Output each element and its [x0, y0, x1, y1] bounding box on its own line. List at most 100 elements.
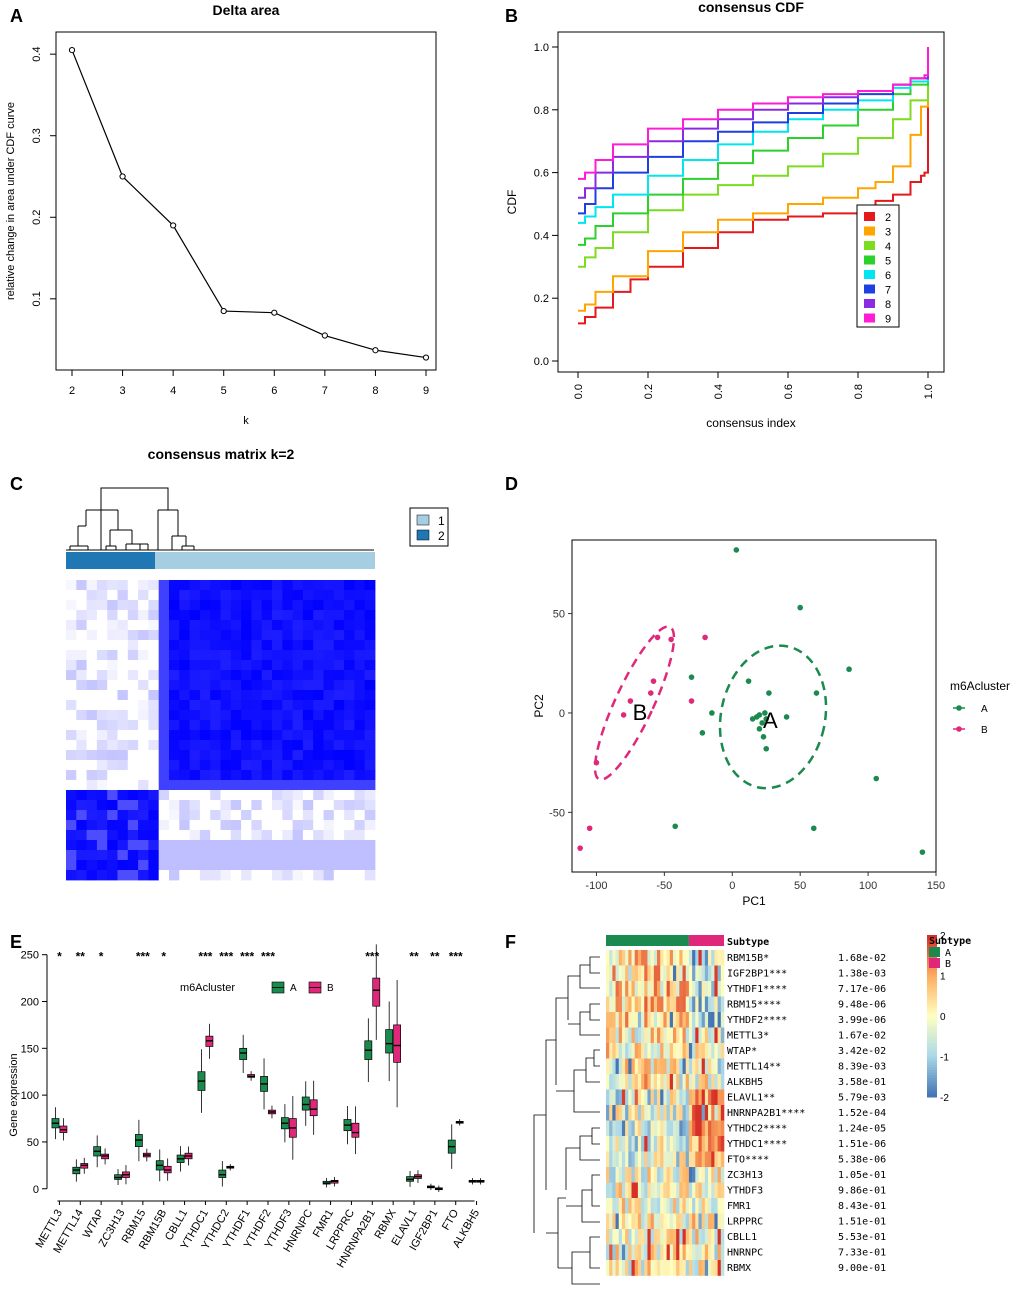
- consensus-cell-c: [272, 680, 283, 691]
- consensus-cell-c: [344, 820, 355, 831]
- heatmap-cell-f: [650, 965, 655, 982]
- heatmap-cell-f: [682, 1244, 687, 1261]
- heatmap-cell-f: [685, 1213, 690, 1230]
- heatmap-cell-f: [641, 981, 645, 997]
- consensus-cell-c: [354, 860, 366, 871]
- consensus-cell-c: [323, 680, 335, 691]
- consensus-cell-c: [210, 680, 221, 691]
- heatmap-cell-f: [657, 981, 661, 997]
- consensus-cell-c: [302, 690, 314, 701]
- heatmap-cell-f: [618, 1027, 623, 1044]
- consensus-cell-c: [272, 800, 283, 811]
- consensus-cell-c: [241, 850, 252, 861]
- consensus-cell-c: [86, 620, 98, 631]
- y-tick-label-b: 0.6: [534, 168, 549, 180]
- consensus-cell-c: [323, 600, 335, 611]
- significance-label-e: ***: [219, 950, 233, 964]
- significance-label-e: ***: [136, 950, 150, 964]
- heatmap-cell-f: [695, 996, 699, 1013]
- consensus-cell-c: [282, 670, 293, 681]
- consensus-cell-c: [272, 820, 283, 831]
- consensus-cell-c: [220, 630, 232, 641]
- heatmap-cell-f: [621, 981, 626, 997]
- heatmap-cell-f: [618, 965, 623, 982]
- consensus-cell-c: [282, 810, 293, 821]
- consensus-cell-c: [323, 640, 335, 651]
- consensus-cell-c: [138, 830, 149, 841]
- heatmap-cell-f: [704, 1198, 709, 1214]
- heatmap-cell-f: [650, 1089, 655, 1106]
- heatmap-cell-f: [660, 1229, 664, 1245]
- consensus-cell-c: [354, 580, 366, 591]
- consensus-cell-c: [251, 860, 263, 871]
- consensus-cell-c: [220, 640, 232, 651]
- heatmap-cell-f: [701, 1105, 706, 1121]
- consensus-cell-c: [96, 670, 108, 681]
- x-tick-label-e: FTO: [440, 1207, 462, 1232]
- y-tick-label-b: 0.4: [534, 230, 549, 242]
- consensus-cell-c: [138, 680, 149, 691]
- heatmap-cell-f: [692, 996, 696, 1013]
- heatmap-cell-f: [679, 1229, 683, 1245]
- consensus-cell-c: [230, 650, 242, 661]
- consensus-cell-c: [220, 830, 232, 841]
- heatmap-cell-f: [606, 1043, 610, 1059]
- consensus-cell-c: [251, 710, 263, 721]
- heatmap-cell-f: [615, 1244, 620, 1261]
- heatmap-cell-f: [631, 1213, 636, 1230]
- heatmap-cell-f: [692, 1167, 696, 1183]
- significance-label-e: ***: [261, 950, 275, 964]
- heatmap-cell-f: [720, 1182, 725, 1199]
- heatmap-cell-f: [679, 1105, 683, 1121]
- consensus-cell-c: [333, 620, 345, 631]
- colorbar-segment-f: [927, 1059, 937, 1063]
- consensus-cell-c: [354, 820, 366, 831]
- legend-label-c-2: 2: [438, 529, 445, 543]
- colorbar-segment-f: [927, 937, 937, 941]
- consensus-cell-c: [210, 810, 221, 821]
- colorbar-segment-f: [927, 1075, 937, 1079]
- consensus-cell-c: [302, 620, 314, 631]
- consensus-cell-c: [158, 860, 170, 871]
- consensus-cell-c: [292, 720, 304, 731]
- consensus-cell-c: [138, 740, 149, 751]
- consensus-cell-c: [241, 620, 252, 631]
- heatmap-cell-f: [657, 1136, 661, 1152]
- consensus-cell-c: [107, 810, 118, 821]
- consensus-cell-c: [148, 680, 160, 691]
- heatmap-cell-f: [676, 1229, 680, 1245]
- consensus-cell-c: [199, 840, 211, 851]
- consensus-cell-c: [292, 640, 304, 651]
- consensus-cell-c: [344, 680, 355, 691]
- heatmap-cell-f: [653, 1120, 658, 1137]
- consensus-cell-c: [127, 680, 139, 691]
- consensus-cell-c: [282, 680, 293, 691]
- consensus-cell-c: [138, 750, 149, 761]
- consensus-cell-c: [333, 700, 345, 711]
- heatmap-cell-f: [711, 1058, 715, 1075]
- consensus-cell-c: [272, 870, 283, 881]
- heatmap-cell-f: [612, 1182, 616, 1199]
- consensus-cell-c: [127, 600, 139, 611]
- consensus-cell-c: [251, 600, 263, 611]
- consensus-cell-c: [158, 660, 170, 671]
- consensus-cell-c: [261, 630, 273, 641]
- consensus-cell-c: [199, 860, 211, 871]
- box-b-e: [393, 1024, 402, 1063]
- consensus-cell-c: [302, 800, 314, 811]
- significance-label-e: ***: [449, 950, 463, 964]
- consensus-cell-c: [302, 680, 314, 691]
- consensus-cell-c: [344, 630, 355, 641]
- heatmap-cell-f: [631, 1182, 636, 1199]
- consensus-cell-c: [323, 660, 335, 671]
- consensus-cell-c: [199, 610, 211, 621]
- heatmap-cell-f: [685, 1058, 690, 1075]
- consensus-cell-c: [230, 770, 242, 781]
- heatmap-cell-f: [682, 1136, 687, 1152]
- heatmap-cell-f: [641, 1136, 645, 1152]
- heatmap-cell-f: [704, 1074, 709, 1090]
- consensus-cell-c: [220, 660, 232, 671]
- heatmap-cell-f: [717, 996, 722, 1013]
- x-tick-label-a: 2: [69, 385, 75, 397]
- consensus-cell-c: [107, 800, 118, 811]
